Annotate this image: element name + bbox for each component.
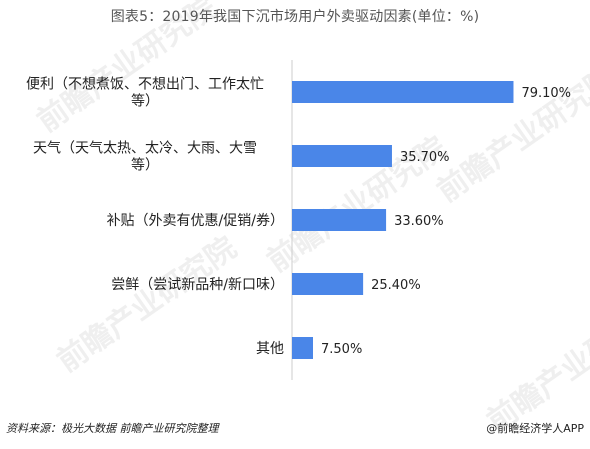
bar <box>292 273 364 295</box>
category-label: 便利（不想煮饭、不想出门、工作太忙等） <box>26 77 264 110</box>
value-label: 7.50% <box>321 342 362 357</box>
category-label: 尝鲜（尝试新品种/新口味） <box>111 277 284 293</box>
footer-source: 资料来源：极光大数据 前瞻产业研究院整理 <box>6 422 219 435</box>
bar <box>292 145 392 167</box>
value-label: 25.40% <box>371 278 421 293</box>
value-label: 35.70% <box>400 150 450 165</box>
bar <box>292 81 514 103</box>
chart-title: 图表5：2019年我国下沉市场用户外卖驱动因素(单位：%) <box>110 9 480 25</box>
value-label: 33.60% <box>394 214 444 229</box>
category-label: 补贴（外卖有优惠/促销/券） <box>107 213 284 229</box>
footer-brand: @前瞻经济学人APP <box>486 422 584 435</box>
category-label: 其他 <box>256 341 284 357</box>
bar <box>292 337 313 359</box>
value-label: 79.10% <box>521 86 571 101</box>
category-label: 天气（天气太热、太冷、大雨、大雪等） <box>33 141 257 174</box>
bar <box>292 209 387 231</box>
